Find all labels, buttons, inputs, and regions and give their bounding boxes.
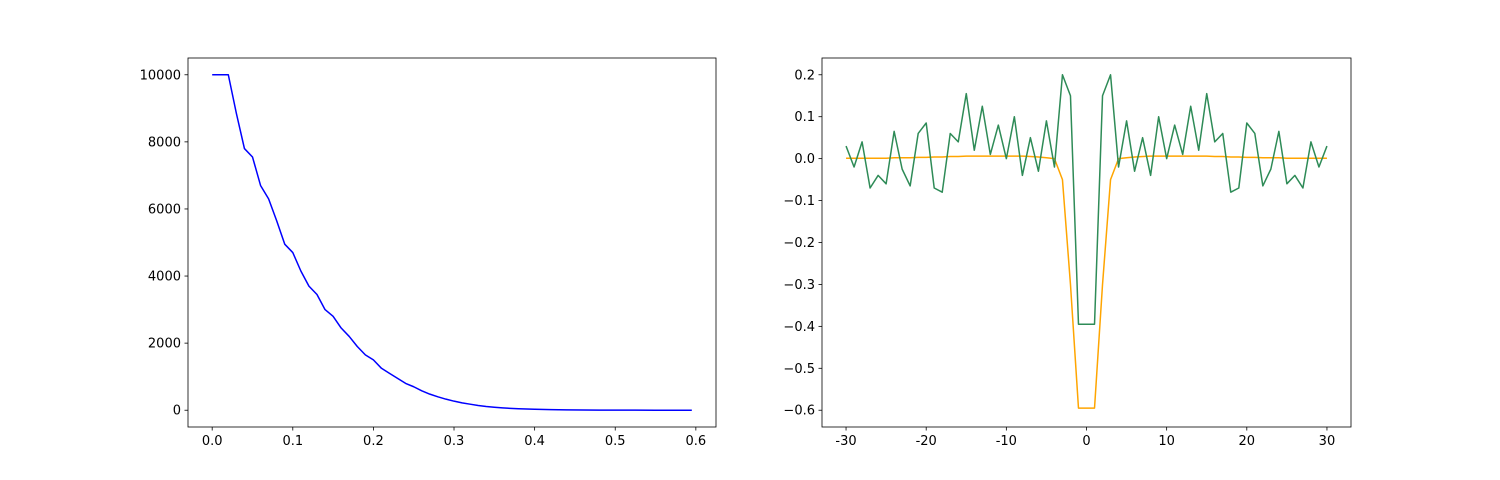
x-tick-label: -30 [835,434,856,449]
x-tick-label: 0.0 [202,434,223,449]
x-tick-label: 10 [1158,434,1175,449]
x-tick-label: 30 [1319,434,1336,449]
x-tick-label: 0.3 [444,434,465,449]
x-tick-label: 0.4 [524,434,545,449]
x-tick-label: 0.2 [363,434,384,449]
y-tick-label: 10000 [140,68,181,83]
y-tick-label: −0.6 [783,404,815,419]
x-tick-label: -10 [996,434,1017,449]
x-tick-label: 0.1 [282,434,303,449]
data-line [212,74,692,411]
y-tick-label: 0 [173,404,181,419]
y-tick-label: −0.1 [783,194,815,209]
y-tick-label: −0.3 [783,278,815,293]
data-line [845,74,1328,326]
x-tick-label: 0.6 [686,434,707,449]
y-tick-label: 6000 [148,202,181,217]
axes-frame [187,57,717,428]
x-tick-label: 0 [1082,434,1090,449]
y-tick-label: 0.0 [794,152,815,167]
x-tick-label: -20 [916,434,937,449]
axes-frame [821,57,1352,428]
y-tick-label: 4000 [148,270,181,285]
y-tick-label: −0.5 [783,362,815,377]
y-tick-label: 0.1 [794,110,815,125]
y-tick-label: 2000 [148,337,181,352]
y-tick-label: −0.4 [783,320,815,335]
y-tick-label: −0.2 [783,236,815,251]
x-tick-label: 0.5 [605,434,626,449]
y-tick-label: 0.2 [794,68,815,83]
data-line [846,155,1327,409]
y-tick-label: 8000 [148,135,181,150]
x-tick-label: 20 [1239,434,1256,449]
